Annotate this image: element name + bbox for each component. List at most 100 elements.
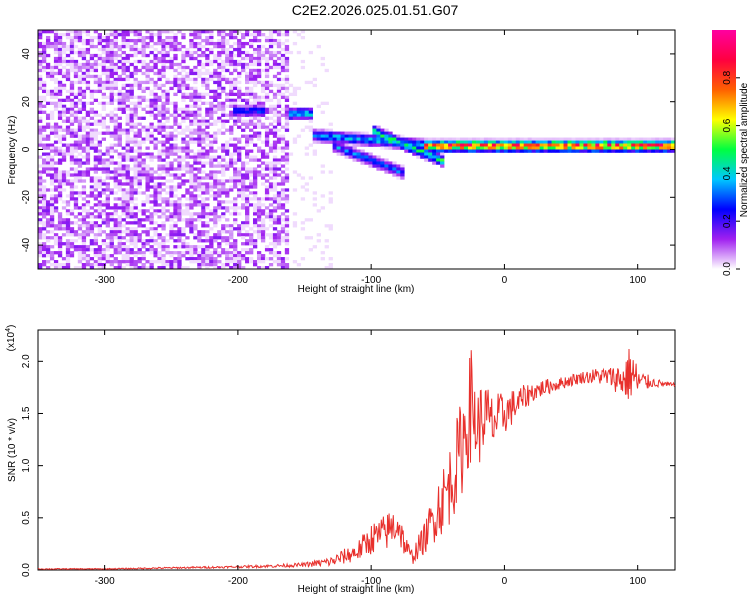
y-tick-label: 0 <box>21 146 32 152</box>
spectrogram-cell <box>284 266 290 270</box>
spectrogram-cell <box>77 32 83 37</box>
spectrogram-cell <box>272 194 278 198</box>
spectrogram-cell <box>603 146 608 150</box>
spectrogram-cell <box>105 221 110 225</box>
spectrogram-cell <box>237 251 242 255</box>
spectrogram-cell <box>332 140 337 144</box>
spectrogram-cell <box>57 137 63 141</box>
spectrogram-cell <box>237 176 242 180</box>
spectrogram-cell <box>93 44 99 49</box>
spectrogram-cell <box>49 143 55 147</box>
spectrogram-cell <box>53 62 59 67</box>
spectrogram-cell <box>149 179 154 183</box>
spectrogram-cell <box>81 128 87 132</box>
spectrogram-cell <box>237 149 242 153</box>
spectrogram-cell <box>121 176 126 180</box>
spectrogram-cell <box>61 155 67 159</box>
spectrogram-cell <box>145 125 150 129</box>
spectrogram-cell <box>280 59 286 64</box>
spectrogram-cell <box>109 146 114 150</box>
spectrogram-cell <box>193 158 198 162</box>
spectrogram-cell <box>65 194 71 198</box>
spectrogram-cell <box>292 110 298 114</box>
spectrogram-cell <box>161 200 166 204</box>
spectrogram-cell <box>225 98 230 102</box>
spectrogram-cell <box>559 137 564 141</box>
spectrogram-cell <box>312 134 317 138</box>
spectrogram-cell <box>141 254 146 258</box>
spectrogram-cell <box>65 146 71 150</box>
spectrogram-cell <box>125 116 130 120</box>
spectrogram-cell <box>125 30 130 34</box>
spectrogram-cell <box>38 248 43 252</box>
spectrogram-cell <box>169 188 174 192</box>
spectrogram-cell <box>237 233 242 237</box>
spectrogram-cell <box>81 53 87 58</box>
spectrogram-cell <box>45 170 51 174</box>
spectrogram-cell <box>256 266 262 270</box>
spectrogram-cell <box>256 68 262 73</box>
spectrogram-cell <box>456 143 461 147</box>
spectrogram-cell <box>177 245 182 249</box>
spectrogram-cell <box>149 30 154 34</box>
spectrogram-cell <box>129 146 134 150</box>
spectrogram-cell <box>101 212 106 216</box>
spectrogram-cell <box>245 50 250 55</box>
spectrogram-cell <box>153 65 158 70</box>
spectrogram-cell <box>177 80 182 85</box>
spectrogram-cell <box>65 245 71 249</box>
spectrogram-cell <box>225 167 230 171</box>
spectrogram-cell <box>280 155 286 159</box>
spectrogram-cell <box>177 89 182 94</box>
spectrogram-cell <box>268 209 274 213</box>
spectrogram-cell <box>627 146 632 150</box>
spectrogram-cell <box>237 260 242 264</box>
spectrogram-cell <box>157 113 162 117</box>
spectrogram-cell <box>237 62 242 67</box>
spectrogram-cell <box>412 146 417 150</box>
spectrogram-cell <box>105 257 110 261</box>
spectrogram-cell <box>85 167 91 171</box>
spectrogram-cell <box>73 161 79 165</box>
spectrogram-cell <box>583 146 588 150</box>
spectrogram-cell <box>89 221 95 225</box>
spectrogram-cell <box>217 62 222 67</box>
spectrogram-cell <box>121 158 126 162</box>
spectrogram-cell <box>245 77 250 82</box>
spectrogram-cell <box>416 146 421 150</box>
spectrogram-cell <box>49 92 55 97</box>
spectrogram-cell <box>189 260 194 264</box>
spectrogram-cell <box>145 266 150 270</box>
spectrogram-cell <box>113 182 118 186</box>
spectrogram-cell <box>45 230 51 234</box>
spectrogram-cell <box>241 107 246 111</box>
spectrogram-cell <box>201 215 206 219</box>
spectrogram-cell <box>173 38 178 43</box>
spectrogram-cell <box>280 62 286 67</box>
spectrogram-cell <box>197 158 202 162</box>
spectrogram-cell <box>575 143 580 147</box>
spectrogram-cell <box>57 212 63 216</box>
spectrogram-cell <box>89 89 95 94</box>
spectrogram-cell <box>268 104 274 108</box>
spectrogram-cell <box>149 122 154 126</box>
spectrogram-cell <box>237 80 242 85</box>
spectrogram-cell <box>161 254 166 258</box>
spectrogram-cell <box>85 152 91 156</box>
spectrogram-cell <box>264 107 270 111</box>
spectrogram-cell <box>101 266 106 270</box>
spectrogram-cell <box>352 155 357 159</box>
spectrogram-cell <box>89 239 95 243</box>
spectrogram-cell <box>380 161 385 165</box>
spectrogram-cell <box>249 44 254 49</box>
spectrogram-cell <box>105 254 110 258</box>
spectrogram-cell <box>245 155 250 159</box>
spectrogram-cell <box>599 140 604 144</box>
spectrogram-cell <box>380 158 385 162</box>
spectrogram-cell <box>73 221 79 225</box>
spectrogram-cell <box>189 38 194 43</box>
spectrogram-cell <box>81 221 87 225</box>
spectrogram-cell <box>559 149 564 153</box>
spectrogram-cell <box>45 152 51 156</box>
spectrogram-cell <box>57 152 63 156</box>
